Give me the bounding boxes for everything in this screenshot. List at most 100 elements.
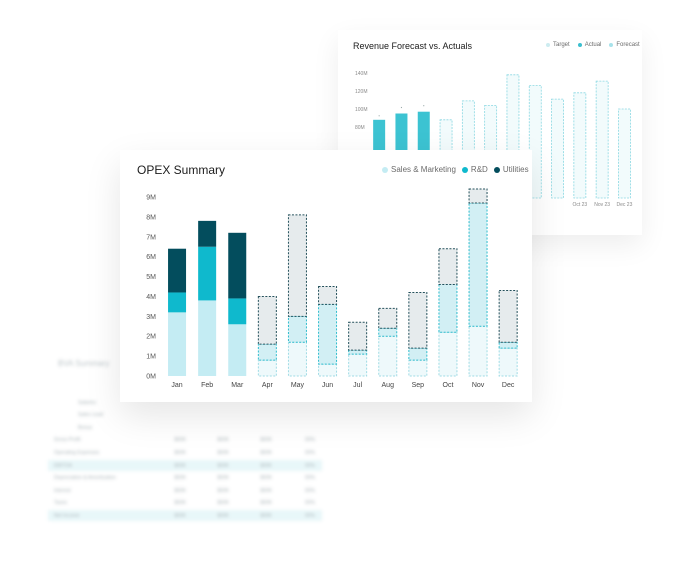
- bar-utilities: [348, 321, 368, 351]
- bva-row-label: Operating Expenses: [54, 449, 100, 456]
- bva-row-label: Taxes: [54, 500, 68, 507]
- x-tick-label: Jan: [171, 382, 182, 389]
- x-tick-label: Sep: [412, 382, 425, 389]
- opex-summary-card: OPEX Summary Sales & Marketing R&D Utili…: [120, 150, 532, 402]
- bva-cell: $00K: [217, 437, 229, 444]
- bva-cell: $00K: [260, 512, 272, 519]
- bva-cell: $00K: [217, 487, 229, 494]
- bar-utilities: [228, 232, 247, 299]
- bar-rnd: [348, 349, 368, 355]
- bva-summary-title: BVA Summary: [58, 359, 110, 368]
- bar-forecast: [573, 92, 587, 199]
- legend-label: Forecast: [616, 42, 640, 48]
- bva-cell: $00K: [217, 462, 229, 469]
- bva-cell: 00%: [304, 500, 315, 507]
- bar-rnd: [287, 315, 307, 343]
- bva-row-label: Salaries: [78, 399, 97, 406]
- bar-rnd: [198, 246, 217, 301]
- utilities-dot: [493, 166, 500, 173]
- x-tick-label: Oct: [443, 382, 454, 389]
- bva-row: Gross Profit $00K $00K $00K 00%: [48, 435, 322, 446]
- x-tick-label: Dec 23: [617, 202, 633, 208]
- bar-rnd: [468, 202, 488, 327]
- bva-cell: $00K: [260, 475, 272, 482]
- bva-cell: $00K: [260, 500, 272, 507]
- legend-item-forecast: Forecast: [609, 42, 640, 48]
- bva-cell: $00K: [260, 437, 272, 444]
- bva-cell: $00K: [217, 449, 229, 456]
- bva-row-label: Depreciation & Amortization: [54, 475, 116, 482]
- bar-utilities: [438, 248, 458, 286]
- y-tick-label: 4M: [146, 294, 156, 301]
- x-tick-label: Aug: [382, 382, 395, 389]
- legend-item-utilities: Utilities: [493, 165, 529, 174]
- bar-sales-marketing: [348, 353, 368, 377]
- y-tick-label: 0M: [146, 374, 156, 381]
- y-tick-label: 7M: [146, 234, 156, 241]
- y-tick-label: 2M: [146, 334, 156, 341]
- bar-utilities: [168, 248, 187, 293]
- y-tick-label: 100M: [355, 107, 368, 113]
- bar-utilities: [318, 286, 338, 305]
- x-tick-label: Mar: [231, 382, 244, 389]
- bva-cell: $00K: [260, 487, 272, 494]
- rnd-dot: [461, 166, 468, 173]
- bar-sales-marketing: [498, 347, 518, 377]
- bva-row: Depreciation & Amortization $00K $00K $00K 0…: [48, 473, 322, 484]
- bar-sales-marketing: [468, 325, 488, 377]
- bar-utilities: [378, 307, 398, 329]
- bva-cell: $00K: [217, 475, 229, 482]
- bar-forecast: [528, 85, 542, 199]
- bar-utilities: [257, 295, 277, 345]
- bva-cell: $00K: [174, 462, 186, 469]
- bva-cell: 00%: [304, 475, 315, 482]
- bva-row-label: Gross Profit: [54, 437, 81, 444]
- bar-rnd: [168, 292, 187, 313]
- bar-rnd: [378, 327, 398, 337]
- bva-row: Net Income $00K $00K $00K 00%: [48, 510, 322, 522]
- bva-cell: $00K: [174, 512, 186, 519]
- legend-label: Sales & Marketing: [391, 165, 456, 174]
- target-marker: [423, 105, 425, 107]
- legend-label: Target: [553, 42, 570, 48]
- bar-sales-marketing: [228, 324, 247, 376]
- bar-sales-marketing: [257, 359, 277, 377]
- target-dot: [546, 43, 550, 47]
- bva-table: Salaries Sales Lead Bonus Gross Profit $00K $…: [48, 397, 330, 527]
- bva-cell: 00%: [304, 437, 315, 444]
- bva-cell: 00%: [304, 487, 315, 494]
- bva-row-label: Bonus: [78, 424, 93, 431]
- x-tick-label: Oct 23: [572, 202, 587, 208]
- bva-row: Salaries: [48, 397, 322, 408]
- bar-sales-marketing: [378, 335, 398, 377]
- bva-row: Interest $00K $00K $00K 00%: [48, 485, 322, 496]
- y-tick-label: 1M: [146, 354, 156, 361]
- x-tick-label: Feb: [201, 382, 213, 389]
- bva-cell: $00K: [174, 500, 186, 507]
- legend-label: Utilities: [502, 165, 529, 174]
- bar-utilities: [498, 289, 518, 343]
- bva-cell: 00%: [304, 462, 315, 469]
- sales-marketing-dot: [382, 166, 388, 173]
- bva-row-label: Sales Lead: [78, 412, 104, 419]
- bar-rnd: [318, 303, 338, 365]
- bva-cell: $00K: [174, 437, 186, 444]
- bva-row: Taxes $00K $00K $00K 00%: [48, 498, 322, 509]
- y-tick-label: 5M: [146, 274, 156, 281]
- bva-cell: 00%: [304, 512, 315, 519]
- bva-cell: $00K: [217, 512, 229, 519]
- bar-rnd: [438, 284, 458, 333]
- y-tick-label: 6M: [146, 254, 156, 261]
- bar-rnd: [408, 347, 428, 361]
- bva-cell: $00K: [260, 449, 272, 456]
- bar-rnd: [498, 341, 518, 349]
- bva-cell: $00K: [260, 462, 272, 469]
- bar-rnd: [228, 298, 247, 325]
- x-tick-label: Apr: [262, 382, 274, 389]
- bar-sales-marketing: [198, 300, 217, 376]
- legend-label: R&D: [470, 165, 488, 174]
- bva-cell: $00K: [174, 475, 186, 482]
- bva-row: Bonus: [48, 422, 322, 433]
- bva-cell: $00K: [174, 449, 186, 456]
- bar-utilities: [198, 220, 217, 247]
